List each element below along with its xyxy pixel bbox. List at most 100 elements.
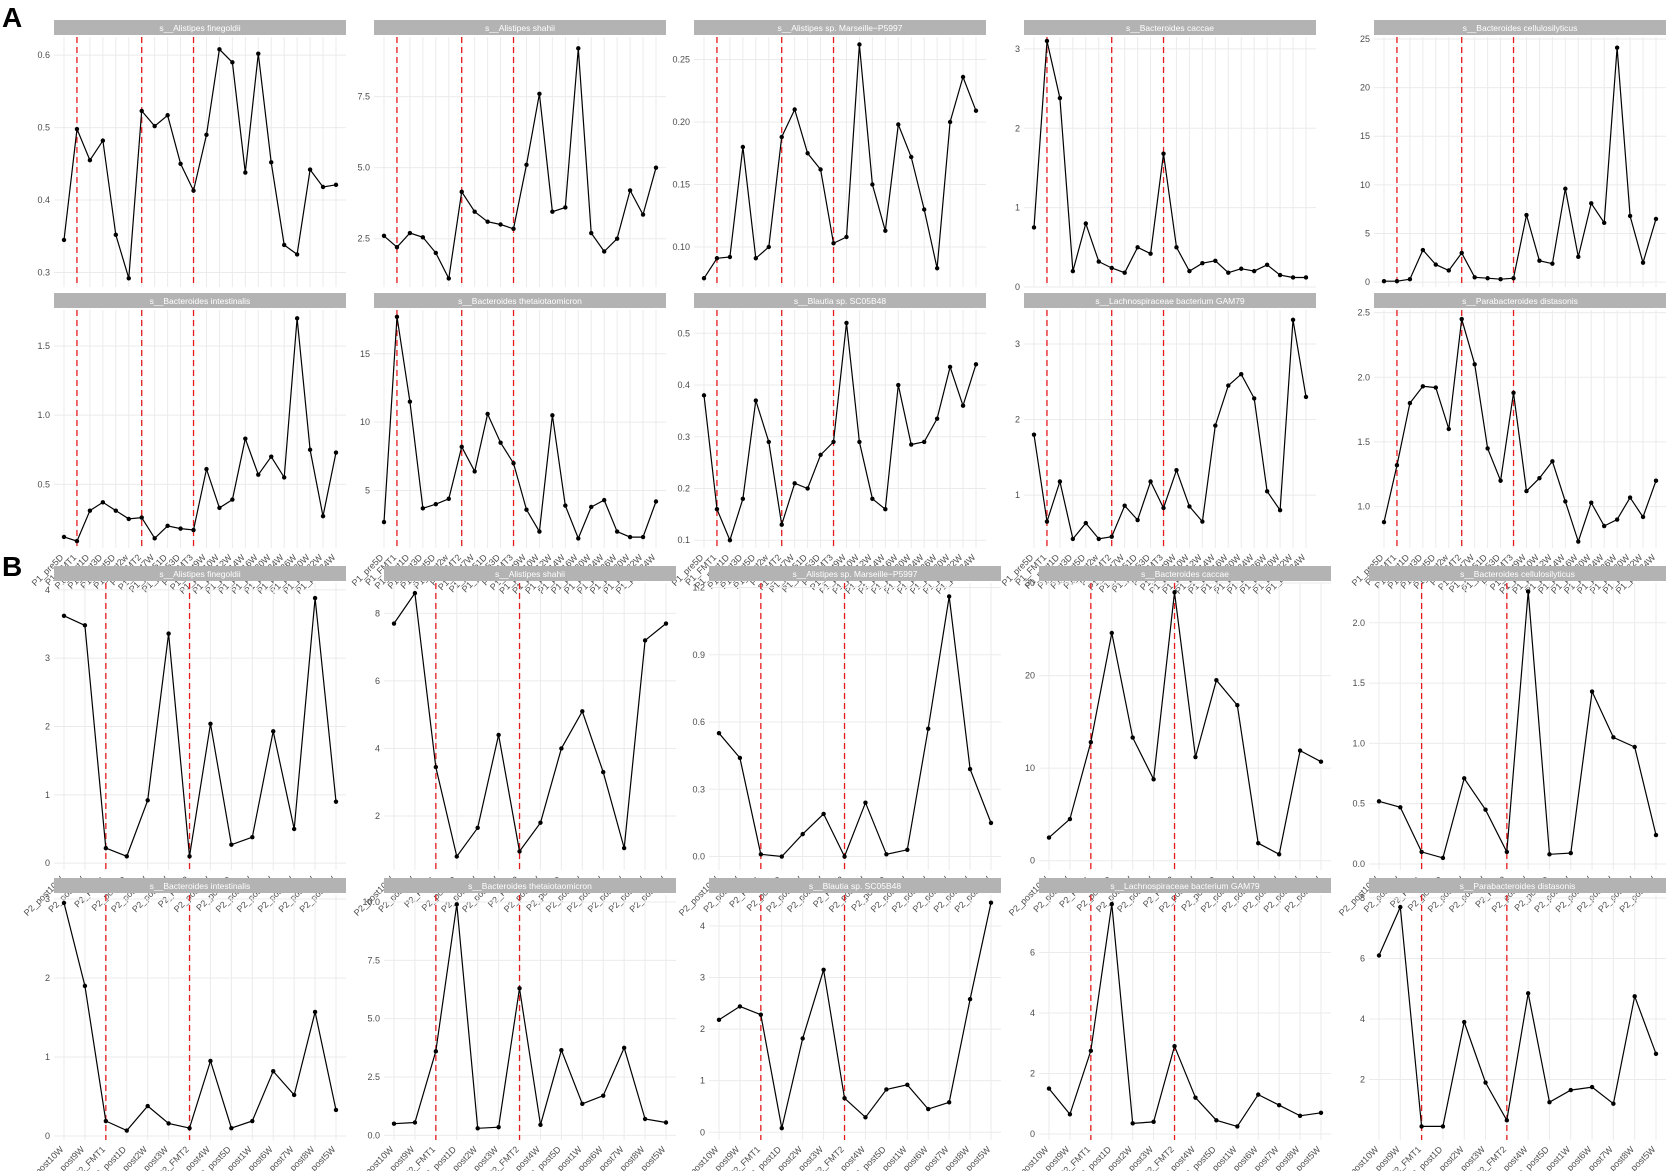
data-point [243, 436, 248, 441]
data-point [271, 729, 276, 734]
y-tick-label: 8 [1360, 893, 1365, 903]
data-point [126, 276, 131, 281]
data-point [1046, 835, 1052, 840]
y-tick-label: 0.2 [677, 484, 690, 494]
y-tick-label: 6 [1360, 954, 1365, 964]
data-point [294, 316, 300, 321]
facet-title-a-3: s__Alistipes sp. Marseille−P5997 [778, 23, 903, 33]
data-point [580, 709, 585, 714]
data-point [884, 852, 889, 857]
facet-title-a-1: s__Alistipes finegoldii [159, 23, 240, 33]
data-point [139, 515, 144, 520]
facet-strip-a-3 [694, 20, 986, 35]
data-point [1407, 400, 1413, 406]
data-point [1239, 266, 1244, 271]
data-point [714, 256, 720, 261]
data-point [511, 226, 516, 231]
data-point [1485, 276, 1490, 281]
y-tick-label: 8 [375, 608, 380, 618]
data-point [1589, 1084, 1595, 1090]
data-point [1485, 446, 1490, 451]
y-tick-label: 5 [365, 486, 370, 496]
y-tick-label: 2.5 [367, 1072, 380, 1082]
data-point [498, 440, 503, 445]
data-point [307, 447, 313, 452]
facet-title-b-2: s__Alistipes shahii [495, 569, 565, 579]
data-point [1276, 852, 1282, 857]
facet-title-b-5: s__Bacteroides cellulosilyticus [1460, 569, 1575, 579]
y-tick-label: 4 [45, 585, 50, 595]
data-point [805, 486, 810, 491]
data-point [1070, 536, 1076, 542]
data-point [1174, 245, 1179, 250]
data-point [446, 276, 451, 281]
data-point [1589, 689, 1595, 694]
data-point [960, 403, 966, 408]
data-point [1653, 478, 1659, 483]
data-point [753, 398, 759, 403]
data-point [863, 800, 868, 805]
data-point [281, 475, 287, 480]
data-point [1576, 254, 1581, 260]
data-point [139, 108, 144, 114]
data-point [946, 594, 952, 599]
data-point [307, 167, 313, 172]
data-point [217, 505, 222, 511]
data-point [640, 534, 646, 540]
data-point [391, 1121, 397, 1126]
data-point [1524, 212, 1529, 218]
data-point [333, 182, 339, 188]
data-point [1440, 1124, 1446, 1129]
data-point [217, 47, 222, 52]
data-point [1148, 251, 1153, 256]
data-point [792, 107, 797, 112]
facet-title-a-4: s__Bacteroides caccae [1126, 23, 1214, 33]
data-point [113, 508, 119, 513]
data-point [1264, 489, 1270, 494]
data-point [433, 1049, 439, 1054]
data-point [1200, 519, 1205, 524]
data-point [538, 820, 543, 825]
data-point [191, 188, 196, 193]
facet-strip-b-5 [1369, 566, 1666, 581]
data-point [1187, 504, 1192, 509]
data-point [433, 502, 439, 507]
series-line-b-8 [718, 902, 992, 1129]
y-tick-label: 1.5 [1357, 437, 1370, 447]
data-point [1226, 270, 1231, 275]
data-point [1398, 805, 1403, 810]
data-point [614, 236, 620, 241]
data-point [320, 513, 326, 519]
data-point [1096, 259, 1101, 264]
facet-strip-a-9 [1024, 293, 1316, 308]
y-tick-label: 0.10 [672, 242, 690, 252]
data-point [1483, 807, 1488, 812]
data-point [537, 91, 542, 97]
y-tick-label: 6 [1030, 947, 1035, 957]
data-point [737, 755, 743, 761]
data-point [1226, 383, 1231, 388]
data-point [905, 1082, 910, 1088]
data-point [1537, 258, 1542, 263]
data-point [1547, 1099, 1552, 1105]
data-point [1109, 630, 1114, 636]
data-point [896, 382, 901, 388]
series-line-a-5 [1384, 47, 1657, 282]
data-point [250, 1118, 255, 1124]
data-point [420, 235, 426, 240]
y-tick-label: 7.5 [367, 955, 380, 965]
data-point [1589, 201, 1594, 206]
facet-strip-a-4 [1024, 20, 1316, 35]
y-tick-label: 2 [45, 722, 50, 732]
data-point [1563, 186, 1568, 191]
y-tick-label: 0 [1030, 1129, 1035, 1139]
y-tick-label: 3 [1015, 339, 1020, 349]
data-point [1109, 265, 1114, 271]
facet-title-a-5: s__Bacteroides cellulosilyticus [1463, 23, 1578, 33]
data-point [1256, 1092, 1261, 1097]
data-point [475, 1126, 480, 1131]
data-point [550, 209, 555, 214]
data-point [1161, 151, 1166, 156]
data-point [291, 826, 297, 832]
data-point [550, 413, 555, 418]
